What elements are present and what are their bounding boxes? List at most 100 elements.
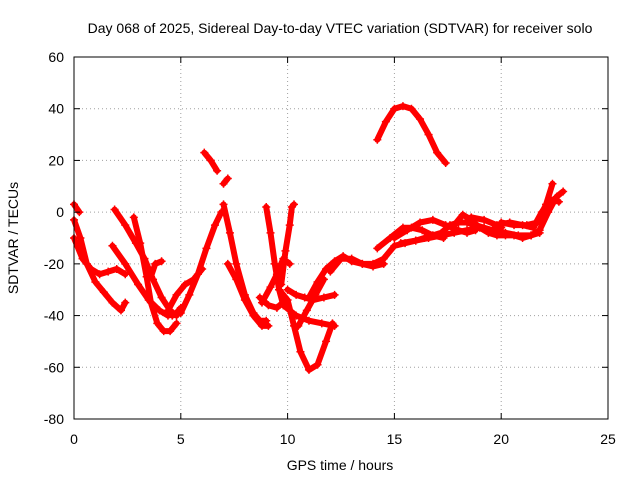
series-line xyxy=(278,201,297,288)
data-point-marker xyxy=(153,319,162,328)
data-point-marker xyxy=(279,301,288,310)
plot-frame xyxy=(73,56,609,420)
data-point-marker xyxy=(398,102,407,111)
ticks xyxy=(73,56,609,420)
x-tick-label: 15 xyxy=(387,431,403,447)
x-tick-label: 0 xyxy=(70,431,78,447)
data-point-marker xyxy=(522,221,531,230)
data-point-marker xyxy=(272,303,281,312)
data-point-marker xyxy=(373,135,382,144)
data-series-arc-2 xyxy=(70,234,130,279)
data-point-marker xyxy=(450,228,459,237)
data-point-marker xyxy=(373,244,382,253)
data-point-marker xyxy=(480,215,489,224)
data-point-marker xyxy=(104,267,113,276)
data-point-marker xyxy=(213,166,222,175)
data-point-marker xyxy=(437,231,446,240)
data-point-marker xyxy=(428,215,437,224)
data-point-marker xyxy=(87,265,96,274)
data-series-arc-11 xyxy=(219,174,232,188)
data-point-marker xyxy=(358,259,367,268)
data-point-marker xyxy=(497,218,506,227)
data-point-marker xyxy=(458,210,467,219)
data-point-marker xyxy=(219,200,228,209)
data-point-marker xyxy=(108,298,117,307)
data-point-marker xyxy=(223,259,232,268)
data-point-marker xyxy=(319,293,328,302)
data-point-marker xyxy=(95,270,104,279)
x-tick-label: 5 xyxy=(177,431,185,447)
y-tick-label: 0 xyxy=(56,204,64,220)
data-point-marker xyxy=(492,231,501,240)
data-point-marker xyxy=(424,234,433,242)
x-axis-label: GPS time / hours xyxy=(287,457,394,473)
data-point-marker xyxy=(223,174,232,183)
data-point-marker xyxy=(390,234,399,242)
data-point-marker xyxy=(369,262,378,271)
data-series-arc-7 xyxy=(146,257,166,281)
data-point-marker xyxy=(232,275,241,284)
data-series-arc-19 xyxy=(279,301,339,330)
data-point-marker xyxy=(283,296,292,305)
data-point-marker xyxy=(91,277,100,286)
chart-title: Day 068 of 2025, Sidereal Day-to-day VTE… xyxy=(88,20,593,36)
data-point-marker xyxy=(249,311,258,320)
data-point-marker xyxy=(403,226,412,235)
data-point-marker xyxy=(313,277,322,286)
data-point-marker xyxy=(285,259,294,268)
data-point-marker xyxy=(266,283,275,292)
data-point-marker xyxy=(484,228,493,237)
data-point-marker xyxy=(146,298,155,307)
data-point-marker xyxy=(416,218,425,227)
y-tick-labels: -80 -60 -40 -20 0 20 40 60 xyxy=(44,49,64,427)
data-point-marker xyxy=(166,327,175,336)
data-point-marker xyxy=(202,244,211,253)
x-tick-label: 25 xyxy=(600,431,616,447)
data-point-marker xyxy=(264,301,273,310)
data-point-marker xyxy=(390,241,399,250)
data-point-marker xyxy=(257,298,266,307)
data-point-marker xyxy=(294,321,303,330)
data-point-marker xyxy=(110,205,119,214)
data-point-marker xyxy=(285,221,294,230)
data-point-marker xyxy=(326,267,335,276)
data-point-marker xyxy=(277,280,286,289)
series-line xyxy=(71,201,83,216)
data-point-marker xyxy=(322,337,331,346)
data-point-marker xyxy=(290,200,299,209)
data-point-marker xyxy=(518,234,527,242)
data-point-marker xyxy=(396,239,405,248)
data-point-marker xyxy=(163,306,172,315)
y-tick-label: -80 xyxy=(44,411,64,427)
data-series-arc-9 xyxy=(168,208,226,320)
data-point-marker xyxy=(121,259,130,268)
data-point-marker xyxy=(424,130,433,139)
data-point-marker xyxy=(304,293,313,302)
data-series-arc-6 xyxy=(129,213,181,336)
data-series-group xyxy=(70,102,568,374)
data-point-marker xyxy=(240,296,249,305)
data-series-arc-30 xyxy=(497,179,557,230)
data-point-marker xyxy=(296,347,305,356)
series-line xyxy=(451,188,567,241)
data-point-marker xyxy=(121,298,130,307)
y-tick-label: 40 xyxy=(48,101,64,117)
y-tick-label: -20 xyxy=(44,256,64,272)
data-point-marker xyxy=(266,228,275,237)
data-point-marker xyxy=(347,254,356,263)
data-point-marker xyxy=(441,221,450,230)
data-point-marker xyxy=(330,290,339,299)
data-point-marker xyxy=(129,213,138,222)
data-series-arc-24 xyxy=(373,102,450,168)
data-point-marker xyxy=(232,259,241,268)
data-point-marker xyxy=(172,290,181,299)
data-point-marker xyxy=(283,285,292,294)
data-point-marker xyxy=(304,365,313,374)
data-point-marker xyxy=(112,265,121,274)
data-point-marker xyxy=(281,246,290,255)
x-tick-label: 10 xyxy=(280,431,296,447)
series-line xyxy=(71,216,129,314)
data-series-arc-1 xyxy=(70,215,130,315)
